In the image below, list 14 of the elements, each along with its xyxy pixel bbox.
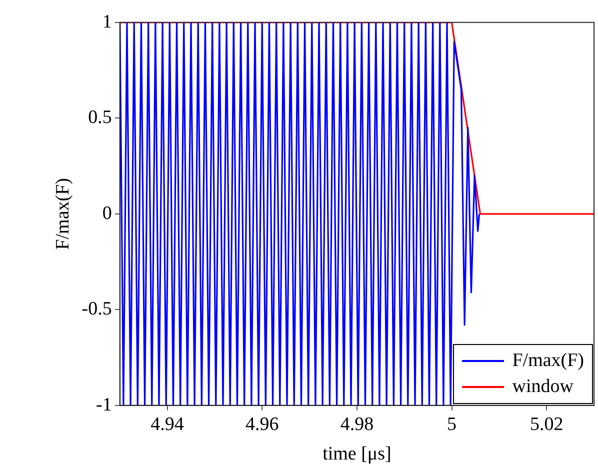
x-tick-label: 5.02 <box>530 414 564 435</box>
y-tick-label: 0.5 <box>88 107 112 128</box>
y-tick-label: -0.5 <box>82 298 112 320</box>
x-axis-title: time [μs] <box>322 444 392 465</box>
x-tick-label: 4.96 <box>245 414 279 435</box>
legend-label: window <box>512 375 574 400</box>
legend-label: F/max(F) <box>512 349 584 374</box>
y-tick-label: 1 <box>102 11 112 32</box>
y-tick-label: -1 <box>96 394 112 416</box>
y-axis-title: F/max(F) <box>52 178 74 250</box>
x-tick-label: 4.94 <box>150 414 184 435</box>
y-tick-label: 0 <box>102 202 112 224</box>
x-tick-label: 5 <box>447 414 457 435</box>
x-tick-label: 4.98 <box>340 414 374 435</box>
